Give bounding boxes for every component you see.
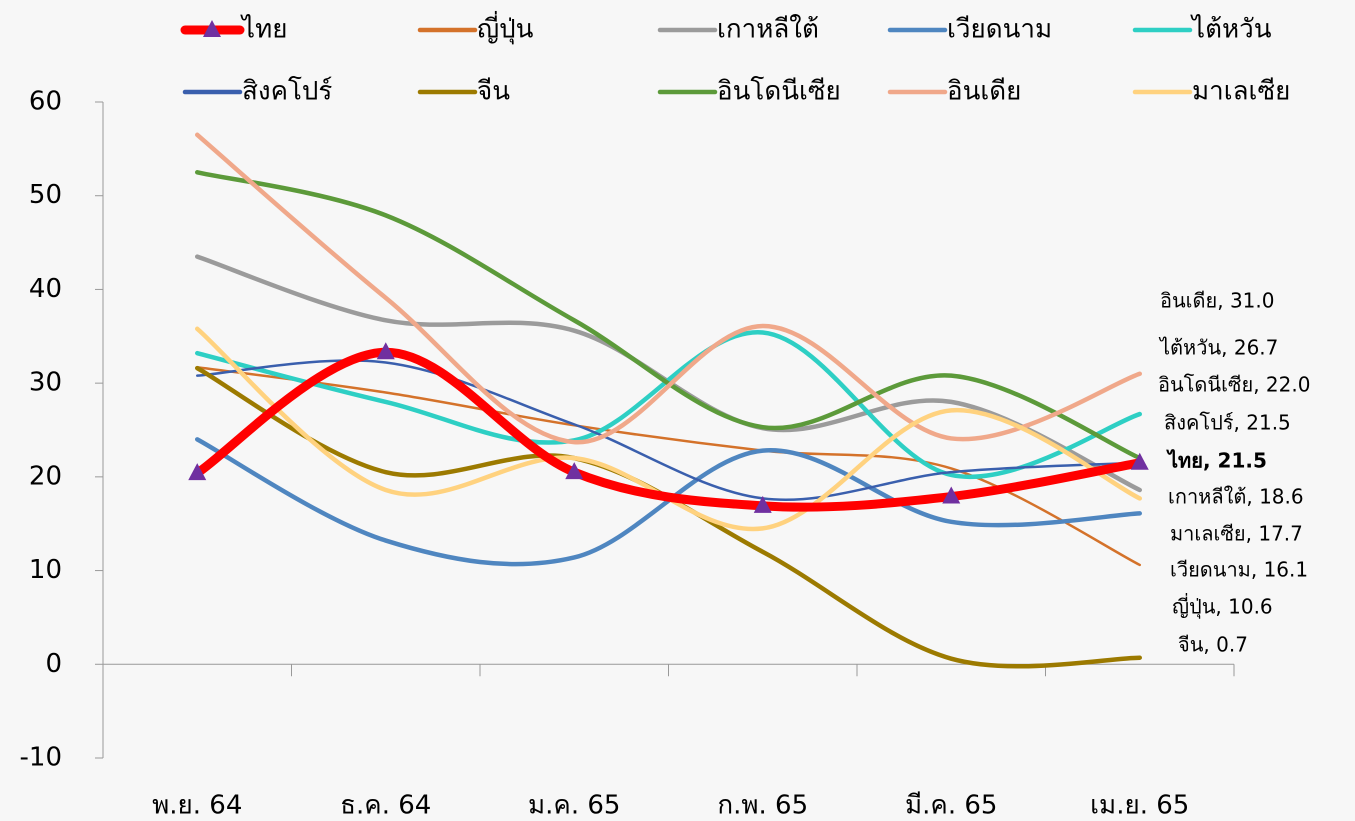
y-tick-label: 30: [29, 368, 62, 398]
line: [196, 365, 1141, 567]
marker: [188, 463, 207, 481]
legend-label: สิงคโปร์: [242, 76, 332, 107]
y-tick-label: 20: [29, 461, 62, 491]
data-label: มาเลเซีย, 17.7: [1170, 522, 1303, 546]
marker: [942, 486, 961, 504]
marker: [565, 462, 584, 480]
line: [195, 132, 1142, 445]
legend-label: ไต้หวัน: [1190, 14, 1272, 45]
data-label: เวียดนาม, 16.1: [1170, 558, 1308, 582]
data-label: เกาหลีใต้, 18.6: [1168, 485, 1304, 509]
legend-label: เกาหลีใต้: [717, 15, 819, 45]
y-tick-label: 50: [29, 180, 62, 210]
data-label: สิงคโปร์, 21.5: [1164, 411, 1291, 435]
y-tick-label: 40: [29, 274, 62, 304]
line: [192, 347, 1145, 512]
line: [195, 170, 1142, 461]
data-label: อินโดนีเซีย, 22.0: [1158, 373, 1310, 397]
x-tick-label: ก.พ. 65: [717, 791, 808, 821]
x-tick-label: มี.ค. 65: [905, 791, 997, 821]
y-tick-label: -10: [20, 743, 62, 773]
marker: [376, 342, 395, 360]
legend-marker: [203, 20, 221, 37]
marker: [1130, 452, 1149, 470]
marker: [753, 495, 772, 513]
data-label: ญี่ปุ่น, 10.6: [1172, 593, 1273, 620]
legend-label: เวียดนาม: [947, 15, 1052, 45]
y-tick-label: 0: [45, 649, 62, 679]
data-label: จีน, 0.7: [1178, 633, 1248, 657]
legend-label: จีน: [477, 77, 510, 107]
legend-label: ไทย: [240, 14, 287, 45]
data-label: ไต้หวัน, 26.7: [1158, 336, 1278, 360]
legend-label: อินเดีย: [947, 77, 1021, 107]
line: [195, 330, 1142, 479]
legend-label: มาเลเซีย: [1192, 77, 1290, 107]
y-tick-label: 10: [29, 555, 62, 585]
line: [195, 437, 1142, 567]
legend-label: อินโดนีเซีย: [717, 76, 841, 107]
x-tick-label: พ.ย. 64: [152, 791, 242, 821]
line: [196, 359, 1141, 502]
line: [195, 365, 1142, 669]
legend-label: ญี่ปุ่น: [477, 11, 534, 45]
data-label: อินเดีย, 31.0: [1160, 289, 1274, 313]
x-tick-label: ธ.ค. 64: [340, 791, 431, 821]
data-label: ไทย, 21.5: [1166, 449, 1267, 473]
x-tick-label: เม.ย. 65: [1090, 791, 1189, 821]
y-tick-label: 60: [29, 87, 62, 117]
x-tick-label: ม.ค. 65: [528, 791, 620, 821]
